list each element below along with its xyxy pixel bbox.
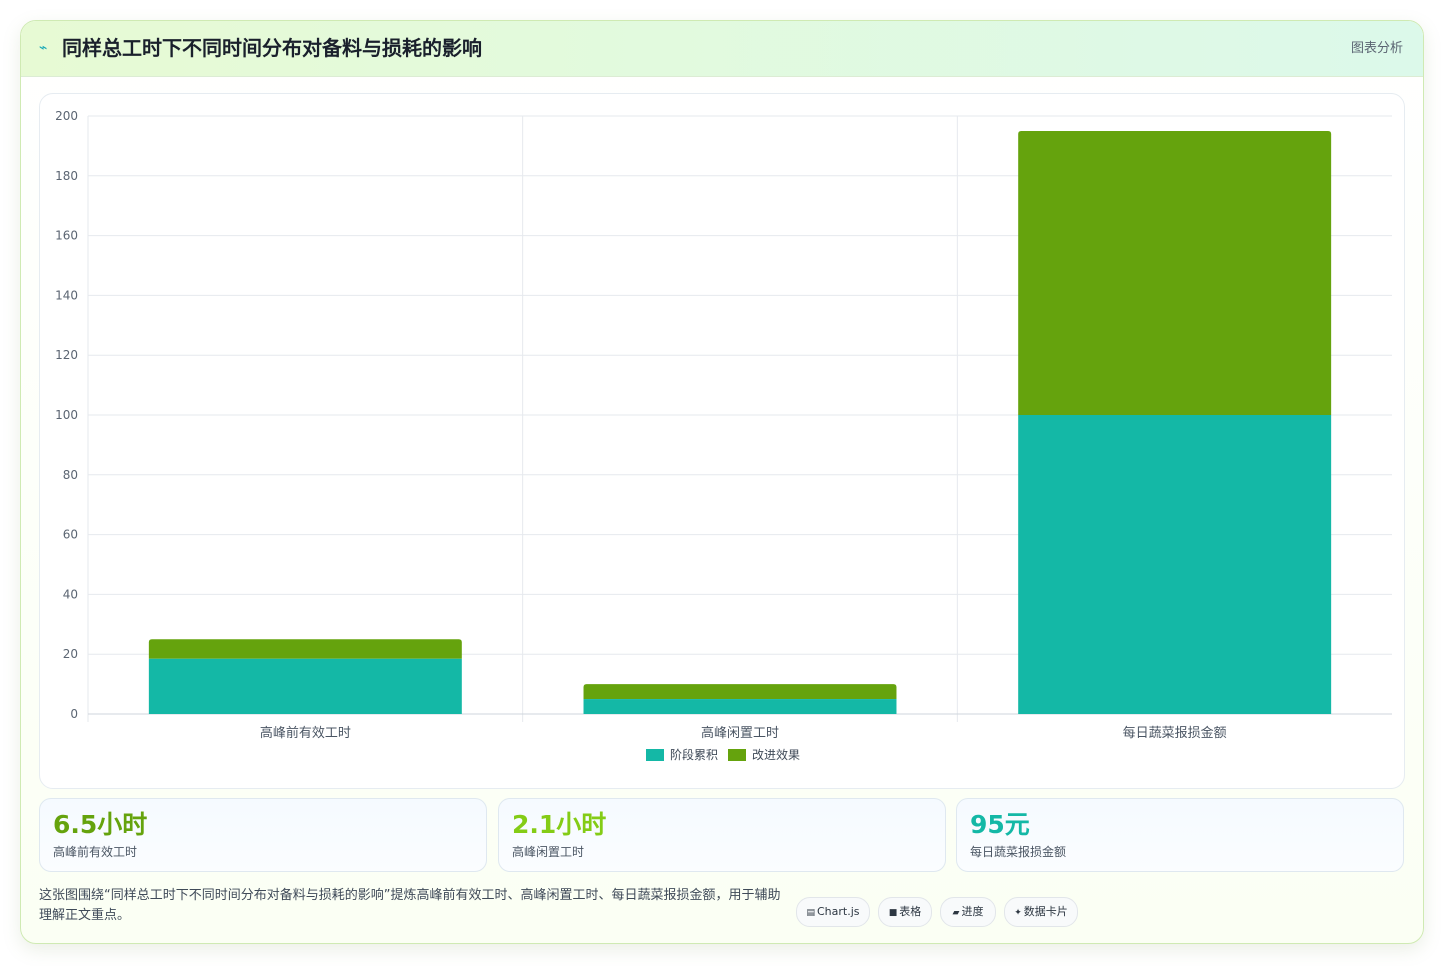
legend-label: 阶段累积 <box>670 747 718 762</box>
bar-segment-improvement <box>148 639 462 659</box>
zigzag-arrow-icon: ⌁ <box>39 40 48 56</box>
kpi-label: 高峰闲置工时 <box>512 845 585 859</box>
chip-label: Chart.js <box>817 905 860 918</box>
card-header: ⌁ 同样总工时下不同时间分布对备料与损耗的影响 图表分析 <box>21 21 1423 77</box>
y-tick-label: 20 <box>63 647 78 661</box>
bar-segment-improvement <box>583 684 897 700</box>
kpi-card-peak-effective-hours: 6.5小时 高峰前有效工时 <box>39 798 487 872</box>
y-tick-label: 0 <box>70 707 78 721</box>
chip-label: 表格 <box>899 905 922 918</box>
chip-chartjs[interactable]: ▤ Chart.js <box>796 897 870 927</box>
chart-icon: ▤ <box>806 908 815 918</box>
kpi-card-peak-idle-hours: 2.1小时 高峰闲置工时 <box>498 798 946 872</box>
kpi-value: 2.1小时 <box>512 810 607 839</box>
chip-label: 数据卡片 <box>1023 905 1068 918</box>
legend-swatch <box>728 749 746 761</box>
progress-icon: ▰ <box>952 908 960 918</box>
chip-table[interactable]: ■ 表格 <box>878 897 932 927</box>
y-tick-label: 100 <box>55 408 78 422</box>
legend-swatch <box>646 749 664 761</box>
chart-description: 这张图围绕“同样总工时下不同时间分布对备料与损耗的影响”提炼高峰前有效工时、高峰… <box>39 888 781 923</box>
chip-data-card[interactable]: ✦ 数据卡片 <box>1004 897 1078 927</box>
y-tick-label: 60 <box>63 528 78 542</box>
kpi-value: 6.5小时 <box>53 810 148 839</box>
x-tick-label: 每日蔬菜报损金额 <box>1123 725 1227 741</box>
chart-analysis-link[interactable]: 图表分析 <box>1350 41 1403 56</box>
x-tick-label: 高峰前有效工时 <box>260 725 351 741</box>
x-tick-label: 高峰闲置工时 <box>701 725 779 741</box>
page-title: 同样总工时下不同时间分布对备料与损耗的影响 <box>62 36 482 60</box>
kpi-label: 每日蔬菜报损金额 <box>970 845 1067 859</box>
y-tick-label: 120 <box>55 348 78 362</box>
y-tick-label: 40 <box>63 587 78 601</box>
bar-segment-cumulative <box>583 699 897 714</box>
chart-panel: 0 20 40 60 80 100 120 140 160 180 200 高峰前有效工时 高峰闲置工时… <box>39 93 1405 789</box>
legend-label: 改进效果 <box>752 747 800 762</box>
kpi-value: 95元 <box>970 810 1030 839</box>
y-tick-label: 200 <box>55 109 78 123</box>
bar-segment-improvement <box>1018 130 1332 415</box>
y-tick-label: 160 <box>55 229 78 243</box>
bar-segment-cumulative <box>1018 415 1332 714</box>
stacked-bar-chart: 0 20 40 60 80 100 120 140 160 180 200 高峰前有效工时 高峰闲置工时… <box>55 109 1392 762</box>
chart-card: ⌁ 同样总工时下不同时间分布对备料与损耗的影响 图表分析 0 20 40 60 80 10… <box>20 20 1424 944</box>
sparkle-icon: ✦ <box>1014 908 1022 918</box>
kpi-card-daily-loss-amount: 95元 每日蔬菜报损金额 <box>956 798 1404 872</box>
chip-label: 进度 <box>961 905 984 918</box>
table-icon: ■ <box>888 908 898 918</box>
y-tick-label: 140 <box>55 288 78 302</box>
bar-segment-cumulative <box>148 658 462 714</box>
chip-progress[interactable]: ▰ 进度 <box>940 897 996 927</box>
y-tick-label: 180 <box>55 169 78 183</box>
y-tick-label: 80 <box>63 468 78 482</box>
kpi-label: 高峰前有效工时 <box>53 845 138 859</box>
